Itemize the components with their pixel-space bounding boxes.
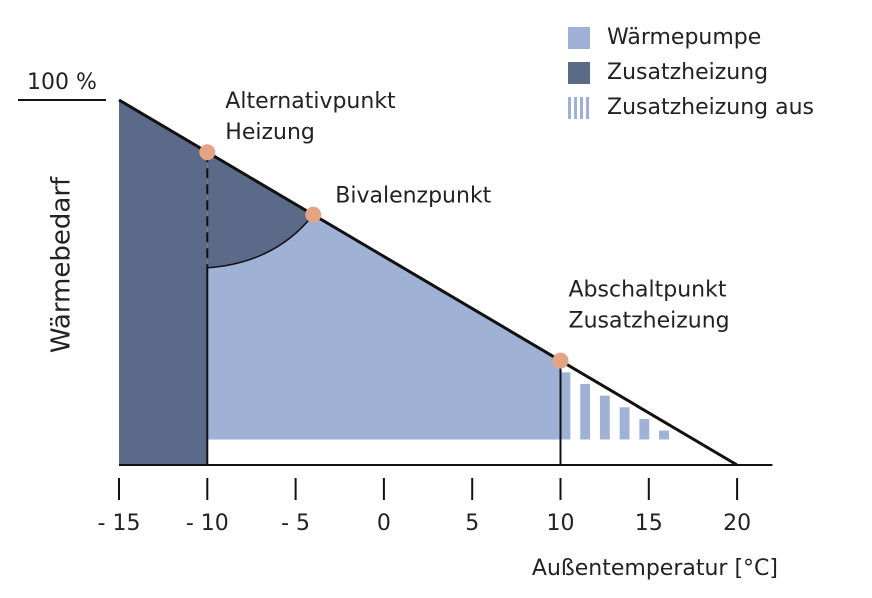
legend-label: Wärmepumpe <box>607 25 761 50</box>
zusatzheizung-wedge <box>207 152 314 268</box>
demand-line <box>118 98 738 467</box>
stripe <box>639 418 650 440</box>
zusatzheizung-area <box>119 100 208 465</box>
stripe <box>580 384 591 440</box>
x-tick-label: - 10 <box>186 511 229 536</box>
stripe <box>659 430 669 440</box>
legend-swatch <box>574 97 577 119</box>
x-axis-label: Außentemperatur [°C] <box>532 556 778 581</box>
point <box>552 352 569 369</box>
stripe <box>560 372 571 440</box>
point-label: Zusatzheizung <box>569 309 730 334</box>
legend-label: Zusatzheizung aus <box>607 95 814 120</box>
legend-swatch <box>580 97 583 119</box>
legend-label: Zusatzheizung <box>607 60 768 85</box>
point <box>199 144 216 161</box>
point-label: Alternativpunkt <box>225 89 396 114</box>
bivalence-curve <box>207 214 314 269</box>
x-tick-label: - 5 <box>281 511 310 536</box>
stripe <box>599 395 610 440</box>
legend-swatch <box>568 97 571 119</box>
point-label: Abschaltpunkt <box>569 278 727 303</box>
y-tick-label: 100 % <box>27 70 97 95</box>
point <box>305 206 322 223</box>
x-tick-label: 10 <box>547 511 575 536</box>
legend-swatch <box>568 27 590 49</box>
x-tick-label: 0 <box>377 511 391 536</box>
waermepumpe-area <box>207 214 561 440</box>
y-axis-label: Wärmebedarf <box>47 176 77 353</box>
x-tick-label: - 15 <box>98 511 141 536</box>
stripe <box>619 407 630 440</box>
x-tick-label: 5 <box>465 511 479 536</box>
legend-swatch <box>568 62 590 84</box>
point-label: Bivalenzpunkt <box>335 184 491 209</box>
legend-swatch <box>586 97 589 119</box>
point-label: Heizung <box>225 120 315 145</box>
x-tick-label: 15 <box>635 511 663 536</box>
x-tick-label: 20 <box>723 511 751 536</box>
